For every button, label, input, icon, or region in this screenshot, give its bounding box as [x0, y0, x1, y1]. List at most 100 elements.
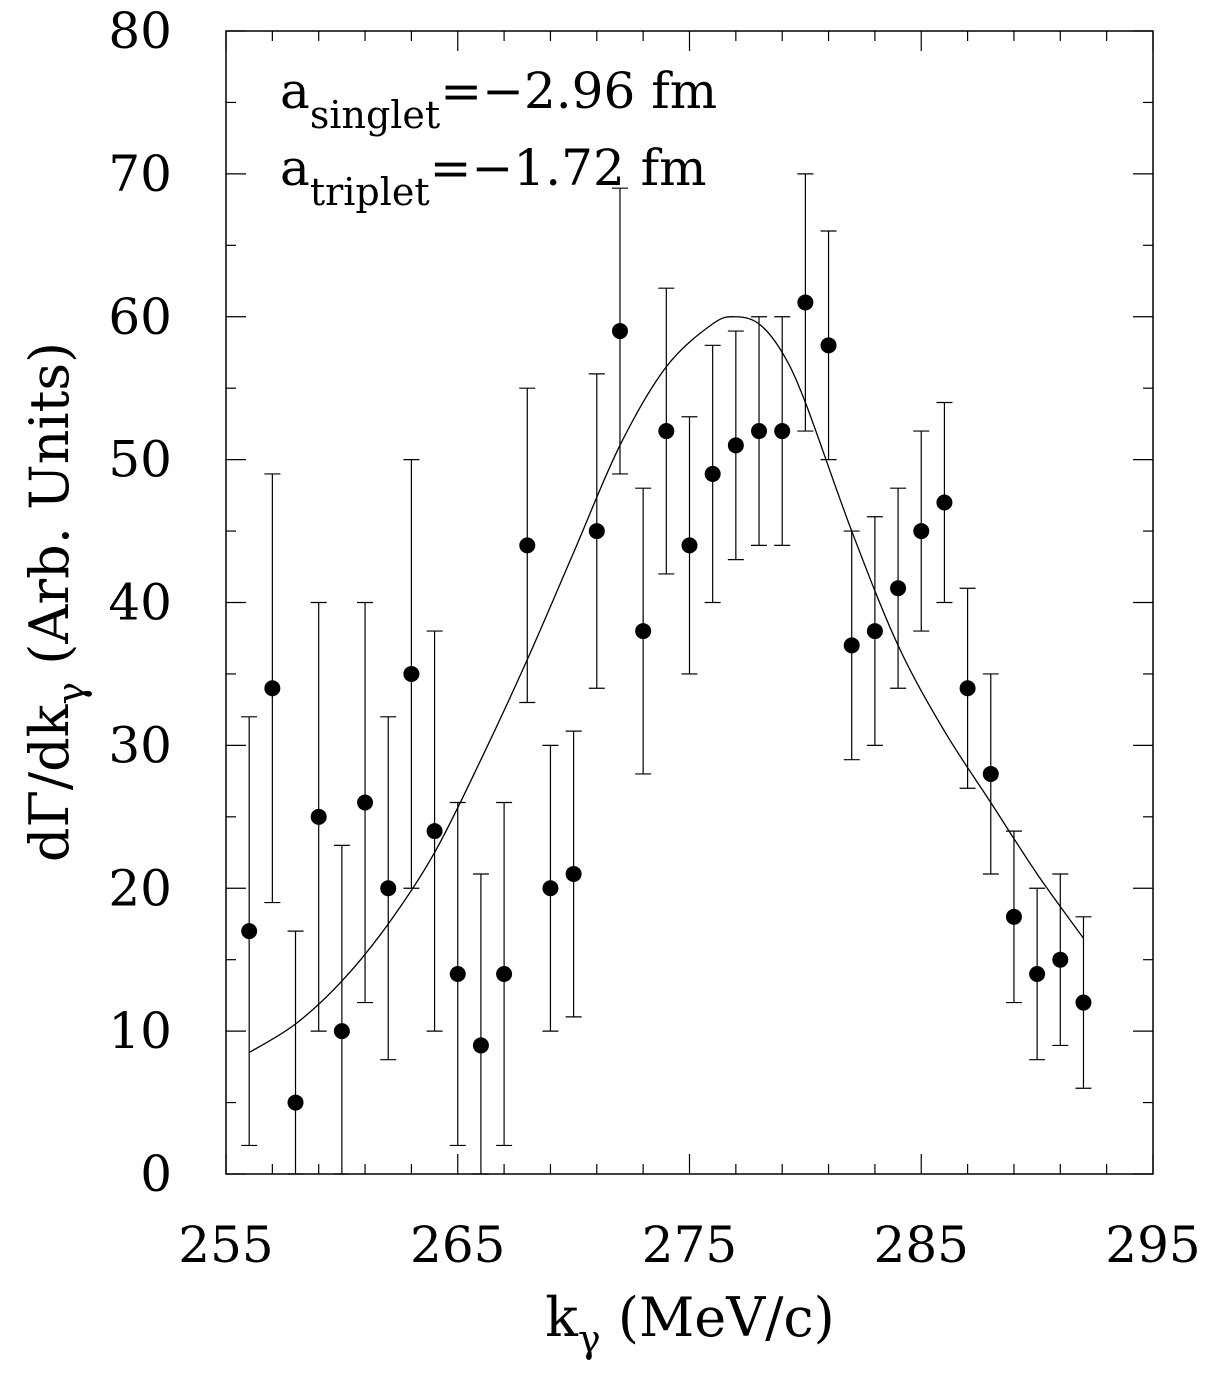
x-tick-label: 255: [178, 1216, 273, 1274]
x-axis-title: kγ (MeV/c): [545, 1286, 834, 1361]
data-point: [310, 601, 327, 1032]
data-marker: [959, 680, 976, 697]
data-point: [681, 416, 698, 675]
data-point: [635, 487, 652, 775]
y-tick-label: 70: [108, 145, 172, 203]
data-point: [611, 187, 628, 475]
data-marker: [866, 623, 883, 640]
y-tick-label: 80: [108, 2, 172, 60]
data-marker: [403, 665, 420, 682]
data-point: [241, 716, 258, 1147]
data-marker: [310, 808, 327, 825]
y-axis-symbol: dΓ/dk: [18, 703, 81, 862]
data-marker: [751, 423, 768, 440]
data-marker: [1029, 965, 1046, 982]
data-marker: [681, 537, 698, 554]
x-tick-label: 285: [874, 1216, 969, 1274]
data-point: [403, 459, 420, 889]
data-marker: [333, 1023, 350, 1040]
data-marker: [241, 923, 258, 940]
data-marker: [843, 637, 860, 654]
data-marker: [820, 337, 837, 354]
data-point: [264, 473, 281, 904]
data-marker: [658, 423, 675, 440]
data-point: [727, 330, 744, 561]
annotation-block: asinglet=−2.96 fm atriplet=−1.72 fm: [280, 62, 717, 214]
data-marker: [496, 965, 513, 982]
data-point: [751, 316, 768, 546]
data-point: [357, 601, 374, 1004]
y-axis-units: (Arb. Units): [18, 342, 81, 682]
data-point: [913, 430, 930, 632]
annotation-singlet: asinglet=−2.96 fm: [280, 62, 717, 137]
data-marker: [797, 294, 814, 311]
data-marker: [449, 965, 466, 982]
data-marker: [380, 880, 397, 897]
data-point: [820, 230, 837, 461]
model-curve-layer: [248, 316, 1084, 1054]
data-point: [287, 930, 304, 1175]
data-marker: [635, 623, 652, 640]
data-point: [496, 801, 513, 1147]
y-tick-label: 0: [140, 1145, 172, 1203]
data-point: [866, 516, 883, 746]
data-marker: [565, 865, 582, 882]
x-tick-label: 295: [1105, 1216, 1200, 1274]
annotation-triplet-symbol: a: [280, 139, 310, 197]
data-marker: [704, 465, 721, 482]
x-axis-sub: γ: [578, 1317, 601, 1361]
data-point: [843, 530, 860, 761]
y-tick-label: 50: [108, 431, 172, 489]
data-point: [959, 587, 976, 789]
data-point: [774, 316, 791, 546]
y-axis-sub: γ: [49, 682, 93, 705]
y-tick-label: 20: [108, 859, 172, 917]
data-marker: [611, 323, 628, 340]
tick-labels: 255 265 275 285 295 0 10 20 30 40 50 60 70 80: [108, 2, 1200, 1274]
data-marker: [588, 523, 605, 540]
data-points-layer: [241, 173, 1092, 1175]
annotation-singlet-symbol: a: [280, 62, 310, 120]
data-point: [982, 673, 999, 875]
data-marker: [264, 680, 281, 697]
data-marker: [913, 523, 930, 540]
data-point: [449, 801, 466, 1147]
annotation-triplet-value: =−1.72 fm: [430, 139, 707, 197]
data-marker: [774, 423, 791, 440]
y-axis-title: dΓ/dkγ (Arb. Units): [18, 342, 93, 862]
data-marker: [426, 823, 443, 840]
data-point: [519, 387, 536, 704]
model-curve: [248, 316, 1084, 1054]
data-marker: [472, 1037, 489, 1054]
data-marker: [727, 437, 744, 454]
axis-ticks: [225, 30, 1154, 1175]
data-point: [380, 716, 397, 1061]
data-point: [426, 630, 443, 1032]
data-point: [588, 373, 605, 689]
y-tick-label: 60: [108, 288, 172, 346]
x-tick-label: 275: [642, 1216, 737, 1274]
data-point: [333, 844, 350, 1175]
data-marker: [936, 494, 953, 511]
data-marker: [542, 880, 559, 897]
data-marker: [519, 537, 536, 554]
data-point: [1029, 887, 1046, 1061]
annotation-singlet-value: =−2.96 fm: [440, 62, 717, 120]
data-point: [542, 744, 559, 1032]
data-marker: [890, 580, 907, 597]
data-marker: [982, 765, 999, 782]
annotation-triplet-sub: triplet: [310, 170, 430, 214]
x-tick-label: 265: [410, 1216, 505, 1274]
data-marker: [1052, 951, 1069, 968]
data-marker: [1005, 908, 1022, 925]
data-point: [704, 344, 721, 604]
x-axis-symbol: k: [545, 1286, 579, 1349]
data-point: [936, 401, 953, 604]
y-tick-label: 40: [108, 574, 172, 632]
data-point: [1005, 830, 1022, 1004]
x-axis-units: (MeV/c): [601, 1286, 835, 1349]
data-marker: [1075, 994, 1092, 1011]
data-point: [890, 487, 907, 689]
data-point: [658, 287, 675, 575]
